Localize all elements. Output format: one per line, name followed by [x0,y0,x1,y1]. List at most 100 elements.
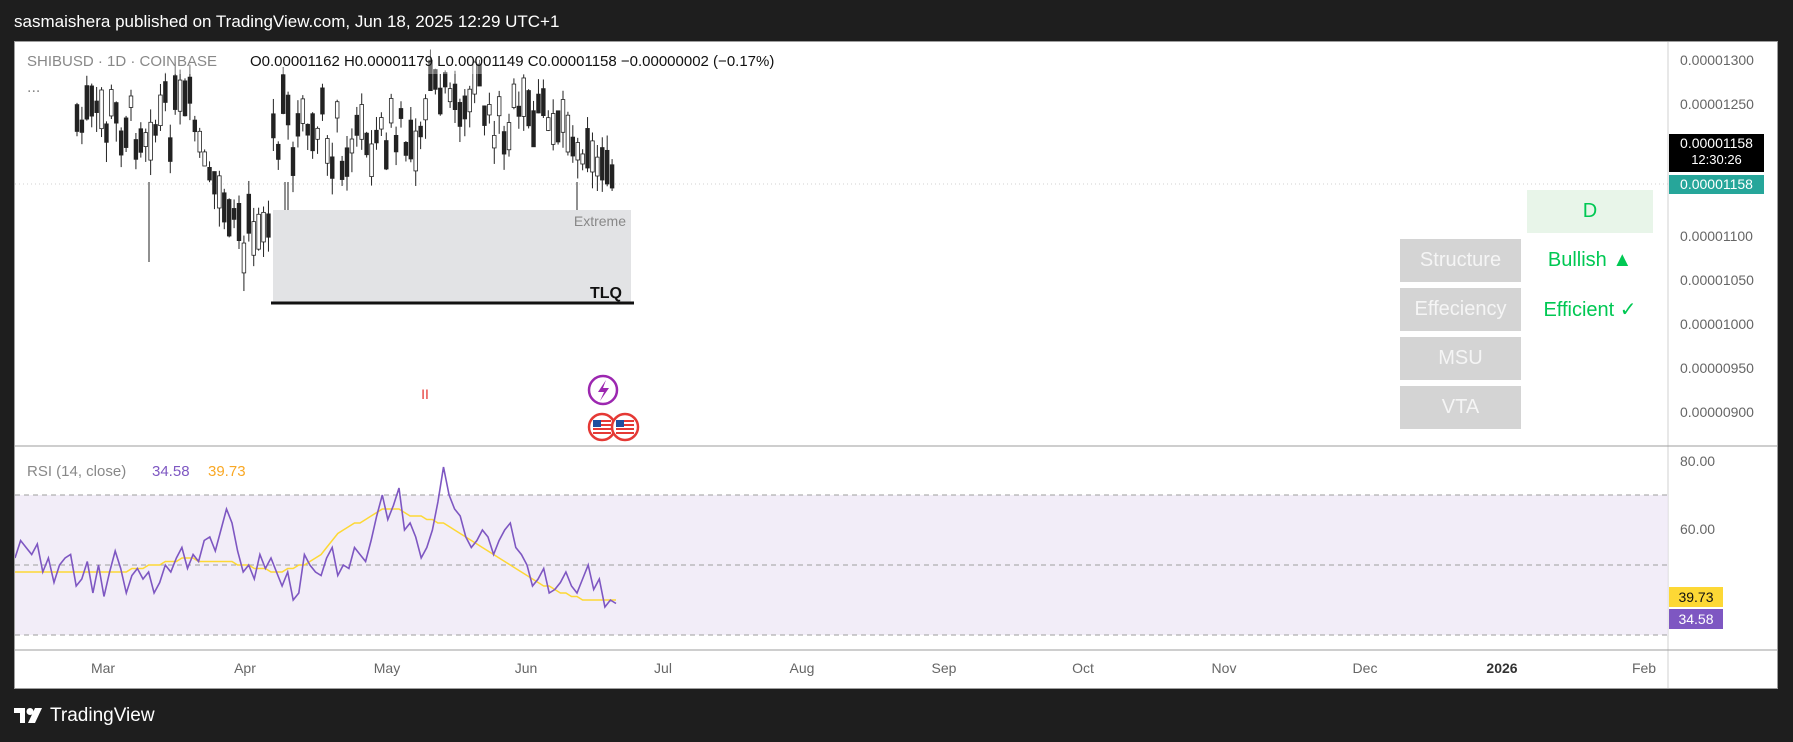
candle-body [580,153,585,165]
candle-body [138,128,144,153]
lightning-icon[interactable] [587,374,619,406]
candle-body [492,135,497,149]
time-tick-label: 2026 [1486,660,1517,676]
time-tick-label: Jun [515,660,538,676]
candle-body [280,74,286,114]
footer-bar [0,689,1793,742]
candle-body [74,104,80,132]
candle-body [516,105,522,117]
rsi-title[interactable]: RSI (14, close) [27,463,126,480]
candle-body [84,85,90,120]
chart-frame[interactable]: Extreme TLQ II SHIBUSD [14,41,1778,689]
candle-body [330,156,335,179]
signal-marker: II [421,386,429,402]
candle-body [506,122,512,151]
symbol-name[interactable]: SHIBUSD · 1D · COINBASE [27,53,217,70]
candle-body [531,110,536,148]
candle-body [546,117,551,131]
price-tick-label: 0.00001050 [1680,272,1754,288]
tlq-label: TLQ [590,285,622,302]
extreme-label: Extreme [574,213,626,229]
candle-body [163,81,168,103]
candle-body [560,99,566,133]
chart-canvas[interactable]: Extreme TLQ II SHIBUSD [15,42,1777,688]
countdown-text: 12:30:26 [1691,152,1742,167]
price-axis[interactable]: 0.00001300 0.00001250 0.00001100 0.00001050… [1667,42,1754,688]
candle-body [320,87,325,115]
publish-header: sasmaishera published on TradingView.com… [0,0,1793,41]
candle-body [354,114,360,136]
candle-body [207,167,212,181]
candle-body [482,105,487,126]
time-tick-label: May [374,660,400,676]
candle-body [384,140,389,170]
candle-body [590,140,595,173]
candle-body [109,89,114,117]
price-tick-label: 0.00001000 [1680,316,1754,332]
candle-body [511,83,517,108]
candle-body [79,119,85,133]
rsi-ma-line [15,508,616,601]
candle-body [374,129,379,144]
candle-body [305,123,310,136]
candle-body [217,175,222,209]
candle-body [123,117,129,148]
candle-body [300,98,306,124]
candle-body [609,164,615,189]
candle-body [177,79,183,112]
candle-body [251,221,256,256]
candle-body [600,147,605,181]
rsi-line [15,466,617,609]
candle-body [393,134,399,153]
candle-body [99,89,104,130]
rsi-ma-value: 39.73 [208,463,246,480]
candle-body [339,160,345,180]
candle-body [604,149,610,185]
rsi-price-tag [1669,609,1723,629]
candle-body [565,114,571,153]
candle-body [202,151,207,167]
candle-body [89,85,94,117]
candle-body [403,141,409,156]
rsi-tag-text: 34.58 [1678,611,1713,627]
candle-body [197,130,202,153]
candle-body [182,80,188,117]
time-axis[interactable]: Mar Apr May Jun Jul Aug Sep Oct Nov Dec 2026 Feb [15,649,1777,676]
candle-body [256,213,261,250]
candle-body [148,121,153,161]
candle-body [310,113,315,152]
us-flag-icon[interactable] [610,412,640,442]
candle-body [442,72,448,88]
candle-body [496,96,502,117]
candle-body [379,117,384,130]
candle-body [575,142,580,161]
more-button[interactable]: ... [27,79,40,96]
time-tick-label: Feb [1632,660,1656,676]
candle-body [413,130,418,172]
candle-body [462,95,468,120]
tradingview-logo[interactable]: TradingView [14,705,155,727]
price-tick-label: 0.00001300 [1680,52,1754,68]
candle-body [266,213,271,238]
price-tick-label: 0.00000950 [1680,360,1754,376]
candle-body [536,93,541,114]
candle-body [114,102,119,124]
candle-body [172,75,178,110]
price-pane[interactable]: Extreme TLQ II SHIBUSD [15,48,1668,442]
extreme-zone [273,210,631,303]
candle-body [231,208,237,220]
time-tick-label: Apr [234,660,256,676]
candle-body [501,131,507,155]
candle-body [477,63,482,87]
price-tick-label: 0.00001100 [1680,228,1753,244]
time-tick-label: Dec [1353,660,1378,676]
rsi-value: 34.58 [152,463,190,480]
rsi-ma-price-tag [1669,587,1723,607]
time-tick-label: Nov [1212,660,1237,676]
candle-body [418,125,423,138]
candle-body [423,98,428,121]
candle-body [408,119,414,160]
rsi-pane[interactable]: RSI (14, close) 34.58 39.73 80.00 60.00 … [15,453,1723,636]
candle-body [344,147,350,177]
candle-body [290,147,296,176]
